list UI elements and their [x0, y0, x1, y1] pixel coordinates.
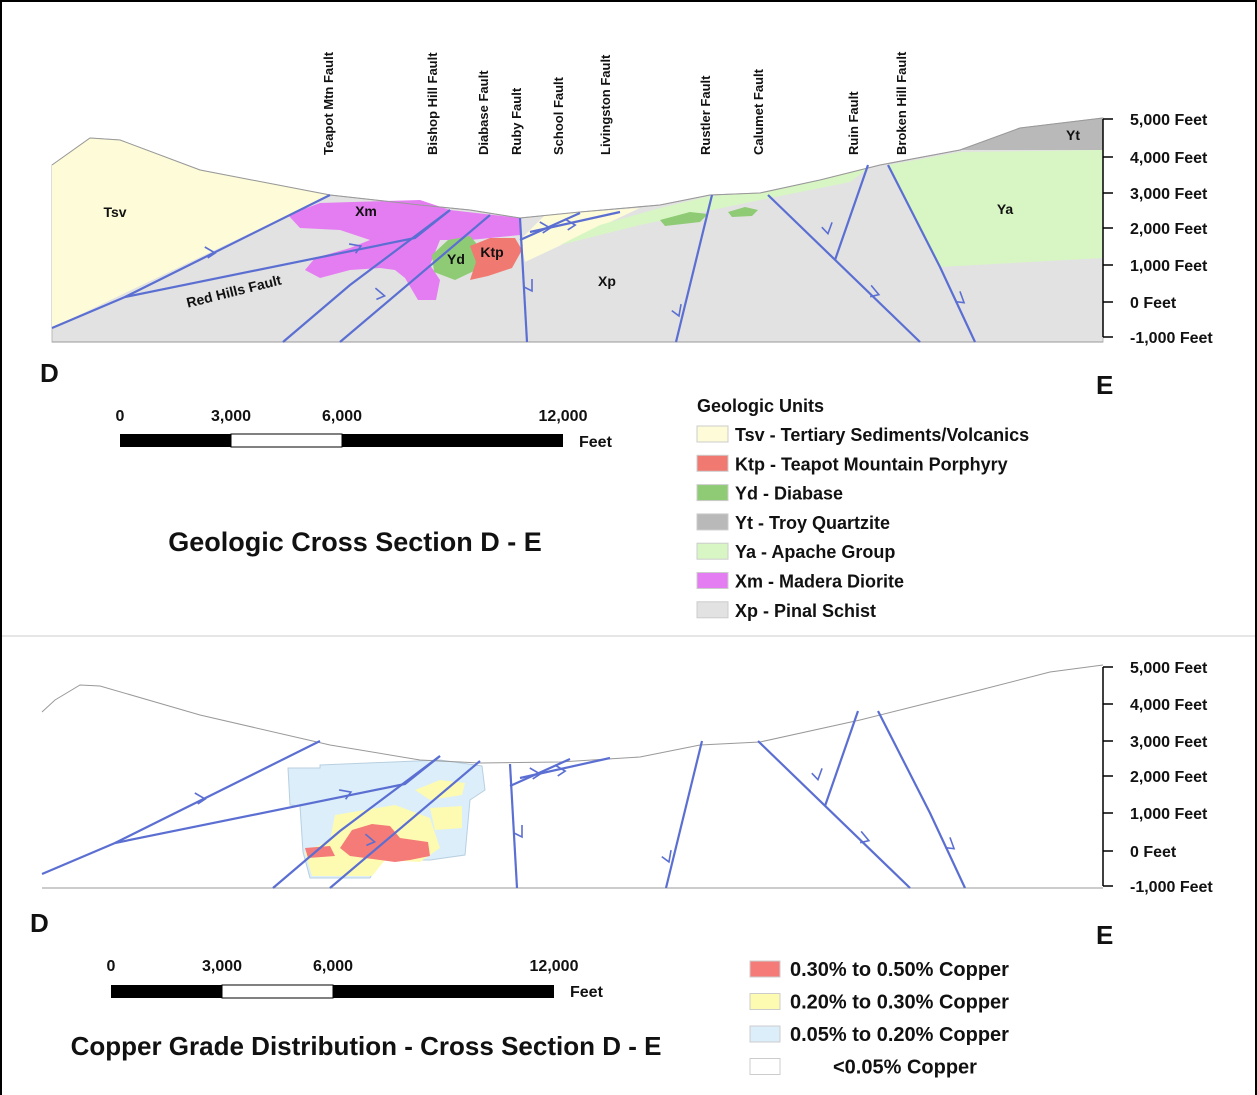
elevation-label: 4,000 Feet — [1130, 150, 1208, 167]
elevation-label: 1,000 Feet — [1130, 258, 1208, 275]
scale-bar-segment — [333, 985, 554, 998]
fault-label: Ruin Fault — [846, 91, 861, 155]
elevation-label: -1,000 Feet — [1130, 879, 1213, 896]
page: Teapot Mtn Fault Bishop Hill Fault Diabase… — [0, 0, 1257, 1095]
legend-label: Ktp - Teapot Mountain Porphyry — [735, 454, 1008, 474]
elevation-label: -1,000 Feet — [1130, 330, 1213, 347]
scale-label: 3,000 — [211, 408, 251, 425]
elevation-label: 3,000 Feet — [1130, 734, 1208, 751]
legend-label: Tsv - Tertiary Sediments/Volcanics — [735, 425, 1029, 445]
legend-swatch — [697, 573, 728, 589]
scale-bar-segment — [342, 434, 563, 447]
section-title: Geologic Cross Section D - E — [168, 527, 542, 557]
legend-title: Geologic Units — [697, 396, 824, 416]
legend-swatch — [697, 485, 728, 501]
fault-label: School Fault — [551, 76, 566, 155]
section-end-label: D — [30, 908, 49, 938]
legend-swatch — [697, 455, 728, 471]
scale-unit: Feet — [570, 984, 604, 1001]
unit-label: Xp — [598, 273, 616, 289]
legend-label: 0.20% to 0.30% Copper — [790, 992, 1009, 1014]
legend-swatch — [750, 961, 780, 977]
scale-label: 6,000 — [322, 408, 362, 425]
legend-label: 0.30% to 0.50% Copper — [790, 959, 1009, 981]
fault-label: Calumet Fault — [751, 68, 766, 155]
section-title: Copper Grade Distribution - Cross Sectio… — [71, 1031, 662, 1061]
legend-label: Xp - Pinal Schist — [735, 601, 876, 621]
elevation-label: 5,000 Feet — [1130, 112, 1208, 129]
legend-swatch — [697, 426, 728, 442]
scale-bar-segment — [111, 985, 222, 998]
elevation-label: 2,000 Feet — [1130, 221, 1208, 238]
legend-label: Xm - Madera Diorite — [735, 572, 904, 592]
scale-label: 0 — [116, 408, 125, 425]
legend-label: Yd - Diabase — [735, 484, 843, 504]
legend-label: Ya - Apache Group — [735, 542, 895, 562]
scale-label: 6,000 — [313, 958, 353, 975]
fault-label: Bishop Hill Fault — [425, 52, 440, 155]
fault-label: Broken Hill Fault — [894, 51, 909, 155]
scale-bar-segment — [231, 434, 342, 447]
elevation-label: 0 Feet — [1130, 844, 1177, 861]
unit-label: Tsv — [103, 204, 126, 220]
grade-mid — [430, 806, 462, 830]
section-end-label: E — [1096, 920, 1113, 950]
scale-label: 3,000 — [202, 958, 242, 975]
unit-label: Xm — [355, 203, 377, 219]
legend-swatch — [750, 994, 780, 1010]
elevation-label: 0 Feet — [1130, 295, 1177, 312]
section-end-label: E — [1096, 370, 1113, 400]
legend-label: 0.05% to 0.20% Copper — [790, 1024, 1009, 1046]
legend-swatch — [697, 602, 728, 618]
legend-label: Yt - Troy Quartzite — [735, 513, 890, 533]
scale-bar-segment — [120, 434, 231, 447]
fault-label: Livingston Fault — [598, 54, 613, 155]
unit-label: Yd — [447, 251, 465, 267]
elevation-label: 1,000 Feet — [1130, 806, 1208, 823]
fault-label: Ruby Fault — [509, 87, 524, 155]
legend-swatch — [697, 543, 728, 559]
unit-label: Ya — [997, 201, 1014, 217]
legend-swatch — [750, 1026, 780, 1042]
elevation-label: 3,000 Feet — [1130, 186, 1208, 203]
elevation-label: 2,000 Feet — [1130, 769, 1208, 786]
scale-bar-segment — [222, 985, 333, 998]
scale-label: 0 — [107, 958, 116, 975]
scale-label: 12,000 — [530, 958, 579, 975]
legend-swatch — [697, 514, 728, 530]
fault-label: Diabase Fault — [476, 70, 491, 155]
scale-unit: Feet — [579, 434, 613, 451]
legend-swatch — [750, 1059, 780, 1075]
legend-label: <0.05% Copper — [833, 1057, 977, 1079]
elevation-label: 5,000 Feet — [1130, 660, 1208, 677]
elevation-label: 4,000 Feet — [1130, 697, 1208, 714]
unit-label: Yt — [1066, 127, 1080, 143]
fault-label: Teapot Mtn Fault — [321, 51, 336, 155]
fault-label: Rustler Fault — [698, 75, 713, 155]
scale-label: 12,000 — [539, 408, 588, 425]
unit-label: Ktp — [480, 244, 503, 260]
section-end-label: D — [40, 358, 59, 388]
